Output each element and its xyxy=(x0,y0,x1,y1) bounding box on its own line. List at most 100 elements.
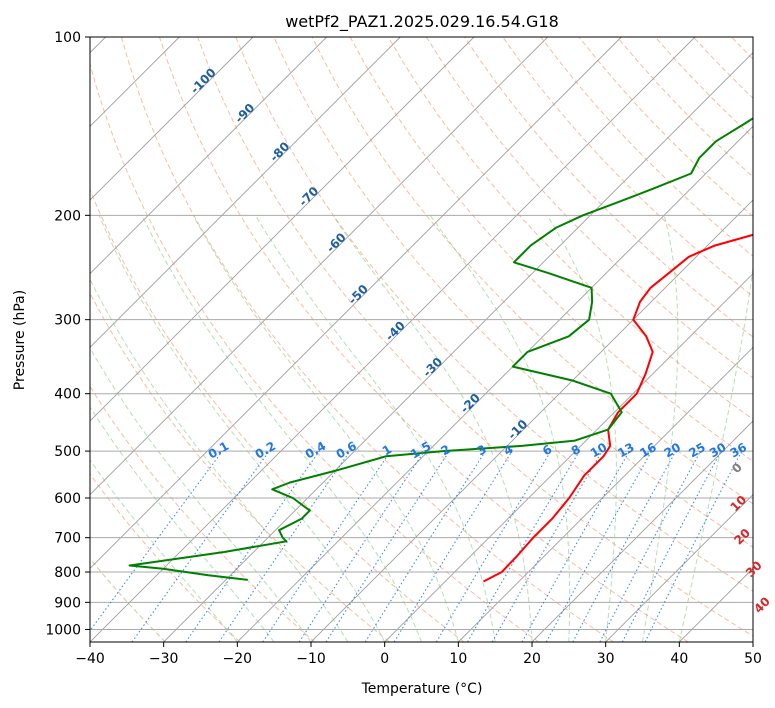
isotherm xyxy=(163,52,753,642)
dry-adiabat xyxy=(235,37,753,592)
moist-adiabat xyxy=(546,215,617,642)
y-tick-label: 800 xyxy=(54,565,81,581)
mixing-ratio-line xyxy=(90,450,223,632)
isotherm-label: -90 xyxy=(232,101,257,126)
dry-adiabat xyxy=(159,37,689,642)
isotherm xyxy=(458,346,753,642)
mixing-ratio-line xyxy=(621,450,722,642)
mixing-ratio-label: 16 xyxy=(637,440,658,460)
moist-adiabat xyxy=(254,215,496,642)
moist-adiabat xyxy=(90,347,312,642)
x-tick-label: 40 xyxy=(670,651,688,667)
isotherm xyxy=(605,494,753,642)
isotherm xyxy=(90,37,475,422)
moist-adiabat xyxy=(429,215,571,642)
isotherm-label: -100 xyxy=(188,66,219,97)
isotherm xyxy=(679,567,753,642)
isotherm-label: -50 xyxy=(346,282,371,307)
isotherm xyxy=(752,641,753,642)
x-axis-label: Temperature (°C) xyxy=(361,681,483,697)
moist-adiabat xyxy=(98,215,386,642)
moist-adiabat-label: 20 xyxy=(731,526,753,548)
isotherm xyxy=(310,199,753,642)
dry-adiabat xyxy=(349,37,753,462)
dry-adiabat xyxy=(387,37,753,420)
temperature-profile-line xyxy=(483,233,753,583)
x-tick-label: 10 xyxy=(449,651,467,667)
mixing-ratio-label: 0.6 xyxy=(334,439,359,462)
y-tick-label: 300 xyxy=(54,313,81,329)
mixing-ratio-line xyxy=(131,450,270,642)
moist-adiabat xyxy=(642,215,679,642)
y-tick-label: 500 xyxy=(54,444,81,460)
dry-adiabat xyxy=(578,37,753,218)
mixing-ratio-line xyxy=(298,450,425,642)
dry-adiabat xyxy=(90,385,316,642)
isotherm xyxy=(90,37,696,642)
isotherm xyxy=(384,273,753,642)
mixing-ratio-label: 3 xyxy=(475,442,489,458)
y-tick-label: 400 xyxy=(54,387,81,403)
isotherm xyxy=(90,37,254,201)
mixing-ratio-line xyxy=(185,450,320,642)
mixing-ratio-label: 25 xyxy=(686,440,707,460)
moist-adiabat xyxy=(141,215,422,642)
mixing-ratio-line xyxy=(572,450,677,642)
plot-area xyxy=(90,37,775,642)
mixing-ratio-line xyxy=(435,450,552,642)
mixing-ratio-line xyxy=(325,450,450,642)
x-tick-label: 30 xyxy=(597,651,615,667)
dry-adiabat xyxy=(120,37,614,642)
dry-adiabat xyxy=(770,37,775,642)
isotherm xyxy=(90,37,401,348)
y-tick-label: 700 xyxy=(54,531,81,547)
mixing-ratio-label: 6 xyxy=(540,442,554,458)
dry-adiabat xyxy=(654,37,753,139)
y-tick-label: 1000 xyxy=(45,622,81,638)
moist-adiabat-label: 30 xyxy=(743,558,765,580)
isotherm xyxy=(531,420,753,642)
x-tick-label: −40 xyxy=(75,651,105,667)
dry-adiabat xyxy=(464,37,753,338)
x-tick-label: −10 xyxy=(296,651,326,667)
dry-adiabat xyxy=(692,37,753,99)
mixing-ratio-line xyxy=(644,450,743,642)
dry-adiabat xyxy=(197,37,753,637)
x-tick-label: 50 xyxy=(744,651,762,667)
mixing-ratio-line xyxy=(364,450,486,642)
mixing-ratio-label: 10 xyxy=(588,440,609,460)
x-tick-label: −20 xyxy=(223,651,253,667)
plot-frame xyxy=(89,36,754,643)
cold-dry-adiabat xyxy=(90,557,166,642)
mixing-ratio-label: 1.5 xyxy=(408,439,433,462)
isotherm-label: -40 xyxy=(383,318,408,343)
y-tick-label: 200 xyxy=(54,208,81,224)
isotherm-label: -30 xyxy=(420,355,445,380)
isotherm xyxy=(90,37,548,496)
mixing-ratio-line xyxy=(393,450,513,642)
dewpoint-profile-line xyxy=(128,117,753,581)
moist-adiabat-label: 40 xyxy=(751,594,773,616)
mixing-ratio-label: 0.1 xyxy=(206,439,231,462)
isotherm-label: -80 xyxy=(267,139,292,164)
isotherm xyxy=(237,125,753,642)
mixing-ratio-line xyxy=(467,450,580,642)
mixing-ratio-line xyxy=(545,450,653,642)
dry-adiabat xyxy=(425,37,753,379)
dry-adiabat xyxy=(90,188,465,642)
x-tick-label: 0 xyxy=(380,651,389,667)
mixing-ratio-label: 30 xyxy=(707,440,728,460)
dry-adiabat xyxy=(273,37,753,548)
mixing-ratio-line xyxy=(521,450,630,642)
isotherm xyxy=(90,37,327,275)
isotherm xyxy=(90,37,622,569)
moist-adiabat-label: 10 xyxy=(728,493,750,515)
mixing-ratio-label: 4 xyxy=(501,442,515,458)
moist-adiabat xyxy=(192,215,459,642)
dry-adiabat xyxy=(90,473,241,642)
axes: −40 −30 −20 −10 0 10 20 30 40 5010020030040050060… xyxy=(45,30,762,667)
dry-adiabat xyxy=(90,292,390,642)
mixing-ratio-line xyxy=(262,450,392,642)
